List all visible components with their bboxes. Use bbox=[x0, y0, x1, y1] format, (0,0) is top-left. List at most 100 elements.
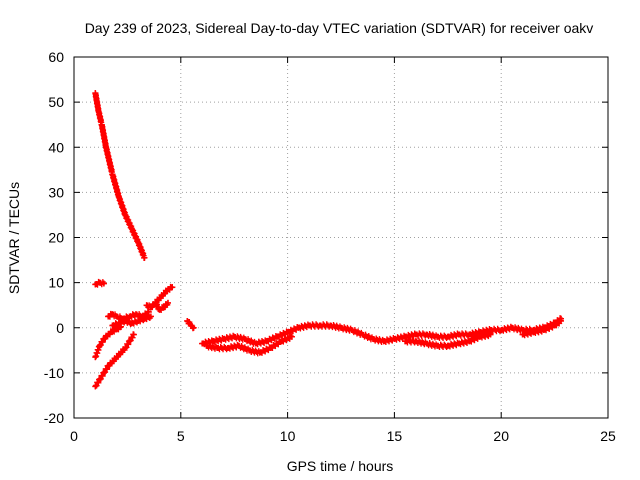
data-point bbox=[370, 336, 377, 343]
data-point bbox=[391, 336, 398, 343]
data-segment bbox=[402, 330, 494, 350]
data-segment bbox=[109, 313, 154, 329]
data-point bbox=[267, 345, 274, 352]
data-point bbox=[96, 342, 103, 349]
data-point bbox=[156, 306, 163, 313]
data-point bbox=[135, 239, 142, 246]
data-point bbox=[263, 338, 270, 345]
y-tick-label: -10 bbox=[44, 365, 64, 381]
data-point bbox=[143, 302, 150, 309]
data-point bbox=[273, 333, 280, 340]
data-point bbox=[423, 340, 430, 347]
data-point bbox=[128, 225, 135, 232]
data-point bbox=[224, 345, 231, 352]
x-tick-label: 5 bbox=[177, 428, 185, 444]
data-point bbox=[92, 354, 99, 361]
data-point bbox=[100, 336, 107, 343]
data-segment bbox=[105, 308, 152, 323]
data-point bbox=[100, 369, 107, 376]
data-point bbox=[487, 331, 494, 338]
data-segment bbox=[92, 331, 137, 390]
y-axis-title: SDTVAR / TECUs bbox=[6, 182, 22, 294]
data-segment bbox=[152, 299, 171, 313]
data-point bbox=[103, 144, 110, 151]
data-point bbox=[434, 333, 441, 340]
data-point bbox=[147, 313, 154, 320]
data-point bbox=[126, 338, 133, 345]
y-tick-label: 30 bbox=[48, 184, 64, 200]
data-point bbox=[455, 331, 462, 338]
data-point bbox=[141, 315, 148, 322]
data-point bbox=[96, 279, 103, 286]
data-point bbox=[252, 340, 259, 347]
data-point bbox=[434, 342, 441, 349]
data-point bbox=[126, 313, 133, 320]
data-segment bbox=[519, 317, 565, 339]
data-point bbox=[508, 324, 515, 331]
data-point bbox=[220, 336, 227, 343]
data-point bbox=[184, 317, 191, 324]
data-point bbox=[109, 311, 116, 318]
data-point bbox=[284, 329, 291, 336]
x-tick-label: 20 bbox=[493, 428, 509, 444]
data-point bbox=[540, 327, 547, 334]
x-tick-label: 10 bbox=[280, 428, 296, 444]
data-point bbox=[92, 383, 99, 390]
ticks: 0 5 10 15 20 25 -20 -10 0 10 20 30 40 50 60 bbox=[44, 49, 616, 444]
data-point bbox=[558, 317, 565, 324]
data-point bbox=[246, 347, 253, 354]
data-point bbox=[203, 342, 210, 349]
y-tick-label: 0 bbox=[56, 320, 64, 336]
data-point bbox=[117, 349, 124, 356]
data-point bbox=[160, 304, 167, 311]
data-point bbox=[444, 342, 451, 349]
data-point bbox=[498, 327, 505, 334]
data-point bbox=[305, 322, 312, 329]
data-point bbox=[152, 299, 159, 306]
data-point bbox=[147, 304, 154, 311]
data-point bbox=[164, 299, 171, 306]
data-point bbox=[109, 358, 116, 365]
data-point bbox=[113, 326, 120, 333]
data-point bbox=[115, 320, 122, 327]
y-tick-label: 20 bbox=[48, 230, 64, 246]
data-point bbox=[402, 338, 409, 345]
y-tick-label: 50 bbox=[48, 94, 64, 110]
data-point bbox=[359, 331, 366, 338]
data-point bbox=[316, 322, 323, 329]
data-point bbox=[109, 171, 116, 178]
data-point bbox=[190, 324, 197, 331]
x-tick-label: 15 bbox=[387, 428, 403, 444]
y-tick-label: 60 bbox=[48, 49, 64, 65]
data-point bbox=[412, 338, 419, 345]
data-point bbox=[256, 349, 263, 356]
data-point bbox=[141, 254, 148, 261]
data-point bbox=[132, 311, 139, 318]
data-layer bbox=[92, 90, 565, 390]
y-tick-label: -20 bbox=[44, 410, 64, 426]
data-point bbox=[423, 331, 430, 338]
data-point bbox=[530, 329, 537, 336]
data-point bbox=[160, 290, 167, 297]
data-point bbox=[92, 281, 99, 288]
data-point bbox=[466, 338, 473, 345]
data-segment bbox=[203, 333, 295, 357]
data-point bbox=[122, 211, 129, 218]
data-point bbox=[380, 338, 387, 345]
data-point bbox=[278, 338, 285, 345]
data-point bbox=[338, 324, 344, 331]
data-point bbox=[199, 340, 206, 347]
data-point bbox=[109, 322, 116, 329]
data-point bbox=[169, 284, 176, 291]
data-point bbox=[122, 317, 129, 324]
data-segment bbox=[92, 278, 107, 288]
y-tick-label: 40 bbox=[48, 139, 64, 155]
data-point bbox=[95, 108, 102, 115]
data-point bbox=[476, 333, 483, 340]
data-point bbox=[231, 333, 238, 340]
data-segment bbox=[184, 317, 197, 332]
data-point bbox=[109, 328, 116, 335]
data-point bbox=[348, 327, 355, 334]
data-point bbox=[135, 317, 142, 324]
data-segment bbox=[92, 323, 124, 361]
